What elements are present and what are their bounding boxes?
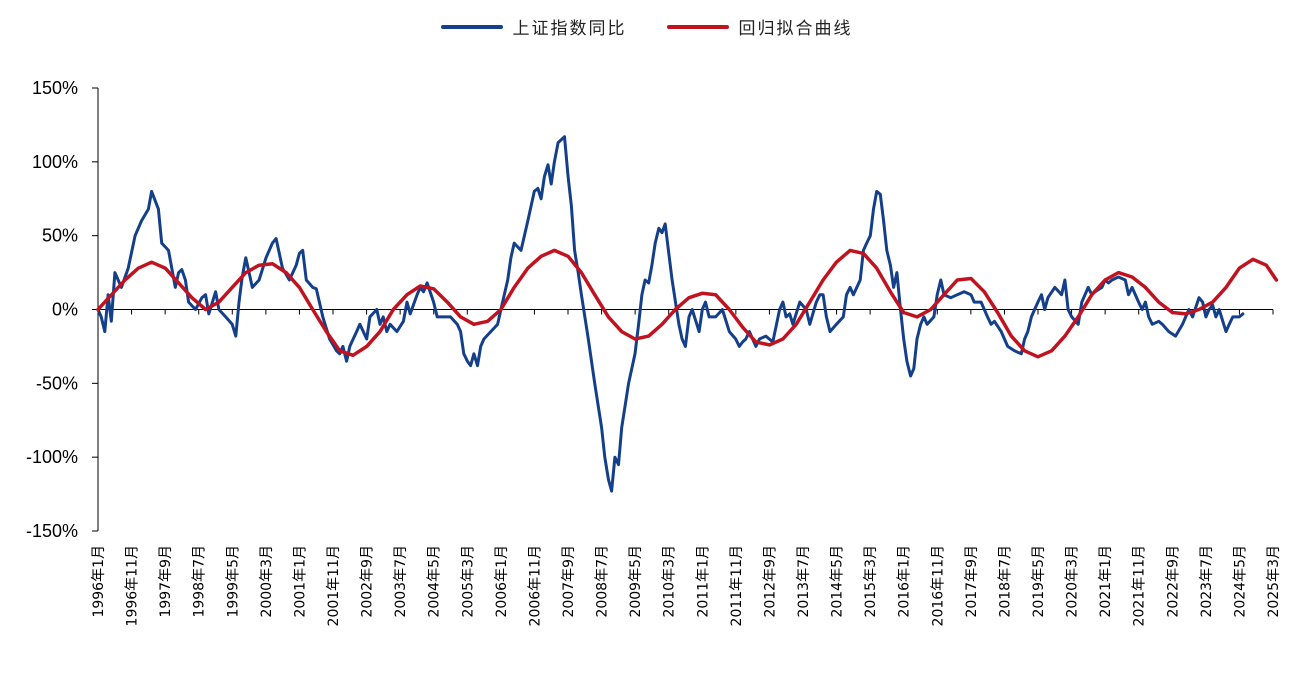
x-tick-label: 2013年7月 bbox=[796, 545, 812, 618]
x-tick-label: 2017年9月 bbox=[964, 545, 980, 618]
x-tick-label: 2021年11月 bbox=[1132, 545, 1148, 626]
x-tick-label: 2001年11月 bbox=[326, 545, 342, 626]
legend-swatch-blue bbox=[440, 24, 503, 29]
legend-label-fit-curve: 回归拟合曲线 bbox=[738, 19, 853, 39]
x-tick-label: 2025年3月 bbox=[1266, 545, 1282, 618]
x-tick-label: 2002年9月 bbox=[360, 545, 376, 618]
x-tick-label: 2016年1月 bbox=[897, 545, 913, 618]
x-tick-label: 2020年3月 bbox=[1065, 545, 1081, 618]
x-tick-label: 2008年7月 bbox=[595, 545, 611, 618]
x-tick-label: 2023年7月 bbox=[1199, 545, 1215, 618]
y-axis: 150% 100% 50% 0% -50% -100% -150% bbox=[26, 78, 99, 541]
x-tick-label: 2019年5月 bbox=[1031, 545, 1047, 618]
x-tick-label: 2016年11月 bbox=[930, 545, 946, 626]
x-tick-label: 2001年1月 bbox=[292, 545, 308, 618]
x-tick-label: 2004年5月 bbox=[427, 545, 443, 618]
x-tick-label: 1999年5月 bbox=[225, 545, 241, 618]
y-tick-label: 100% bbox=[32, 152, 78, 172]
legend-label-index-yoy: 上证指数同比 bbox=[512, 19, 627, 39]
x-tick-label: 2022年9月 bbox=[1165, 545, 1181, 618]
x-tick-label: 2012年9月 bbox=[762, 545, 778, 618]
x-tick-label: 2003年7月 bbox=[393, 545, 409, 618]
x-tick-label: 2011年11月 bbox=[729, 545, 745, 626]
series-line-fit-curve bbox=[96, 248, 1279, 359]
y-tick-label: 50% bbox=[42, 226, 78, 246]
y-tick-label: 0% bbox=[52, 300, 78, 320]
x-tick-label: 2005年3月 bbox=[460, 545, 476, 618]
legend-item-fit-curve: 回归拟合曲线 bbox=[666, 14, 853, 39]
legend-swatch-red bbox=[666, 24, 729, 29]
y-tick-label: -100% bbox=[26, 447, 78, 467]
series-line-index-yoy bbox=[96, 135, 1245, 493]
x-tick-label: 1996年1月 bbox=[91, 545, 107, 618]
x-tick-label: 2009年5月 bbox=[628, 545, 644, 618]
x-tick-label: 2024年5月 bbox=[1232, 545, 1248, 618]
legend: 上证指数同比 回归拟合曲线 bbox=[0, 14, 1293, 39]
x-tick-label: 2007年9月 bbox=[561, 545, 577, 618]
legend-item-index-yoy: 上证指数同比 bbox=[440, 14, 627, 39]
x-tick-label: 2010年3月 bbox=[662, 545, 678, 618]
x-tick-label: 1996年11月 bbox=[125, 545, 141, 626]
x-axis: 1996年1月 1996年11月 1997年9月 1998年7月 1999年5月 2000… bbox=[91, 309, 1282, 626]
series-group bbox=[96, 135, 1279, 493]
x-tick-label: 2011年1月 bbox=[695, 545, 711, 618]
y-tick-label: -150% bbox=[26, 521, 78, 541]
x-tick-label: 1997年9月 bbox=[158, 545, 174, 618]
x-tick-label: 2006年11月 bbox=[527, 545, 543, 626]
x-tick-label: 2006年1月 bbox=[494, 545, 510, 618]
x-tick-label: 1998年7月 bbox=[192, 545, 208, 618]
x-tick-label: 2021年1月 bbox=[1098, 545, 1114, 618]
x-tick-label: 2000年3月 bbox=[259, 545, 275, 618]
x-tick-label: 2018年7月 bbox=[997, 545, 1013, 618]
y-tick-label: -50% bbox=[36, 373, 78, 393]
x-tick-label: 2014年5月 bbox=[830, 545, 846, 618]
x-tick-label: 2015年3月 bbox=[863, 545, 879, 618]
y-tick-label: 150% bbox=[32, 78, 78, 98]
